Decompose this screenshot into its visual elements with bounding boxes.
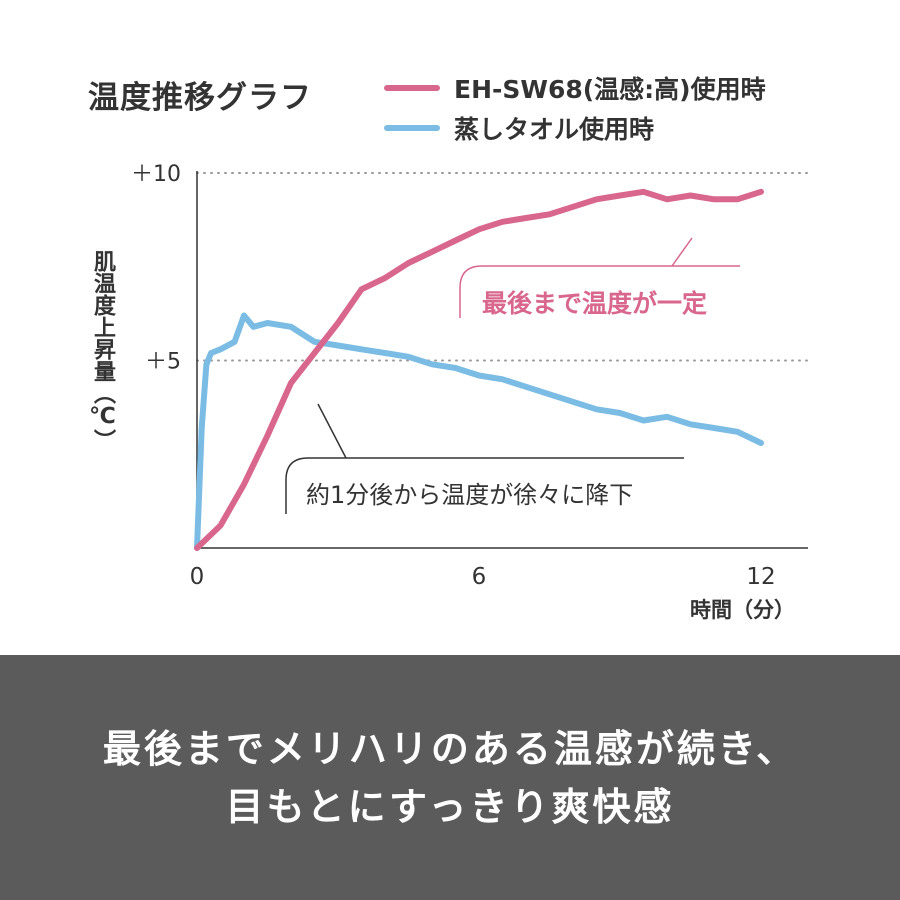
y-tick-label-10: ＋10 (131, 162, 181, 187)
x-tick-label-12: 12 (746, 564, 775, 590)
legend-swatch-pink (384, 85, 440, 91)
bottom-banner: 最後までメリハリのある温感が続き、 目もとにすっきり爽快感 (0, 655, 900, 900)
legend-label-eh-sw68: EH-SW68(温感:高)使用時 (454, 75, 766, 104)
legend-item-eh-sw68: EH-SW68(温感:高)使用時 (384, 71, 766, 105)
x-tick-label-0: 0 (190, 564, 205, 590)
legend-swatch-blue (384, 125, 440, 131)
annotation-bracket-decline (285, 457, 684, 514)
legend-label-steamed-towel: 蒸しタオル使用時 (454, 115, 655, 144)
banner-line-2: 目もとにすっきり爽快感 (225, 784, 675, 829)
x-axis-title: 時間（分） (690, 598, 795, 622)
banner-line-1: 最後までメリハリのある温感が続き、 (102, 726, 798, 771)
annotation-pointer-decline (317, 403, 347, 459)
y-tick-label-5: ＋5 (145, 350, 181, 375)
legend-item-steamed-towel: 蒸しタオル使用時 (384, 111, 654, 145)
annotation-text-constant: 最後まで温度が一定 (482, 289, 707, 318)
annotation-bracket-constant (459, 265, 740, 318)
annotation-pointer-constant (671, 237, 693, 267)
x-tick-label-6: 6 (472, 564, 487, 590)
annotation-text-decline: 約1分後から温度が徐々に降下 (306, 481, 633, 509)
series-line-steamed-towel (194, 312, 764, 551)
temperature-chart: 温度推移グラフ EH-SW68(温感:高)使用時 蒸しタオル使用時 肌温度上昇量… (88, 71, 809, 622)
chart-title: 温度推移グラフ (88, 80, 312, 116)
y-axis-title: 肌温度上昇量（℃） (90, 250, 115, 451)
series-line-eh-sw68 (194, 188, 764, 551)
